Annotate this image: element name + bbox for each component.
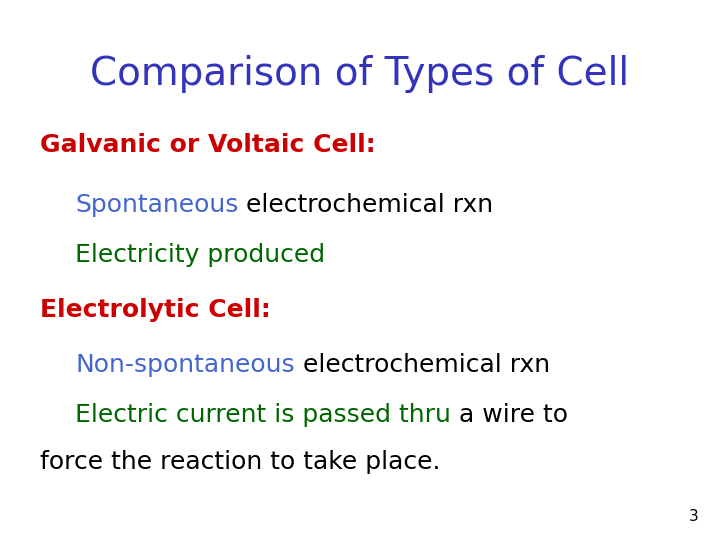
Text: Electrolytic Cell:: Electrolytic Cell:: [40, 298, 271, 322]
Text: Galvanic or Voltaic Cell:: Galvanic or Voltaic Cell:: [40, 133, 376, 157]
Text: Electric current is passed thru: Electric current is passed thru: [75, 403, 451, 427]
Text: force the reaction to take place.: force the reaction to take place.: [40, 450, 441, 474]
Text: electrochemical rxn: electrochemical rxn: [238, 193, 493, 217]
Text: Comparison of Types of Cell: Comparison of Types of Cell: [91, 55, 629, 93]
Text: Spontaneous: Spontaneous: [75, 193, 238, 217]
Text: 3: 3: [688, 509, 698, 524]
Text: Non-spontaneous: Non-spontaneous: [75, 353, 294, 377]
Text: electrochemical rxn: electrochemical rxn: [294, 353, 550, 377]
Text: a wire to: a wire to: [451, 403, 568, 427]
Text: Electricity produced: Electricity produced: [75, 243, 325, 267]
